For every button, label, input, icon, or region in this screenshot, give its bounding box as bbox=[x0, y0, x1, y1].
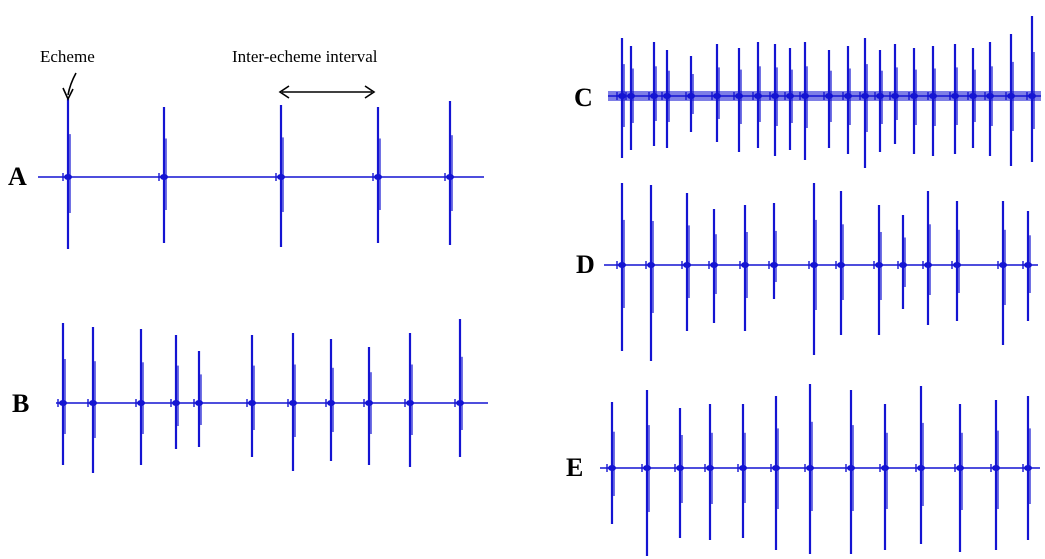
panel-e-echeme bbox=[606, 402, 616, 524]
panel-e-echeme bbox=[954, 404, 964, 552]
panel-e-echeme bbox=[704, 404, 714, 540]
panel-b-echeme bbox=[135, 329, 145, 465]
panel-d-echeme bbox=[808, 183, 818, 355]
panel-c-echeme bbox=[616, 38, 626, 158]
panel-a-echeme bbox=[62, 99, 72, 249]
panel-c-echeme bbox=[842, 46, 852, 154]
panel-a-echeme bbox=[444, 101, 454, 245]
panel-c-echeme bbox=[949, 44, 959, 154]
panel-e-echemes bbox=[606, 384, 1032, 556]
annotations: Echeme Inter-echeme interval bbox=[40, 47, 378, 101]
panel-d-echeme bbox=[997, 201, 1007, 345]
panel-e-echeme bbox=[641, 390, 651, 556]
panel-a-label: A bbox=[8, 162, 27, 191]
panel-a-echeme bbox=[372, 107, 382, 243]
panel-c-echeme bbox=[752, 42, 762, 148]
panel-a-echeme bbox=[158, 107, 168, 243]
panel-e-echeme bbox=[915, 386, 925, 544]
panel-c-echeme bbox=[984, 42, 994, 156]
panel-d-echeme bbox=[616, 183, 626, 351]
panel-c-label: C bbox=[574, 83, 593, 112]
interval-label: Inter-echeme interval bbox=[232, 47, 378, 66]
panel-e-echeme bbox=[737, 404, 747, 538]
panel-c-echemes bbox=[616, 16, 1036, 168]
panel-e: E bbox=[566, 384, 1040, 556]
panel-a-echemes bbox=[62, 99, 454, 249]
panel-b-echeme bbox=[363, 347, 373, 465]
panel-b-echeme bbox=[325, 339, 335, 461]
panel-e-echeme bbox=[879, 404, 889, 550]
panel-c-echeme bbox=[648, 42, 658, 146]
panel-c-echeme bbox=[769, 44, 779, 156]
panel-d-echeme bbox=[739, 205, 749, 331]
panel-d-label: D bbox=[576, 250, 595, 279]
panel-b-echeme bbox=[57, 323, 67, 465]
panel-e-label: E bbox=[566, 453, 583, 482]
panel-a: A bbox=[8, 99, 484, 249]
panel-c-echeme bbox=[908, 48, 918, 154]
panel-d-echeme bbox=[645, 185, 655, 361]
panel-b: B bbox=[12, 319, 488, 473]
panel-c-echeme bbox=[1005, 34, 1015, 166]
interval-double-arrow-icon bbox=[278, 85, 376, 99]
panel-c-echeme bbox=[823, 50, 833, 148]
panel-e-echeme bbox=[804, 384, 814, 554]
panel-c-echeme bbox=[889, 44, 899, 144]
panel-b-echeme bbox=[87, 327, 97, 473]
panel-d-echeme bbox=[922, 191, 932, 325]
panel-d-echeme bbox=[1022, 211, 1032, 321]
panel-c-echeme bbox=[874, 50, 884, 152]
panel-b-echeme bbox=[193, 351, 203, 447]
panel-c-echeme bbox=[661, 50, 671, 148]
panel-d-echeme bbox=[835, 191, 845, 335]
panel-d-echeme bbox=[951, 201, 961, 321]
panel-c-echeme bbox=[625, 46, 635, 150]
panel-c-echeme bbox=[784, 48, 794, 150]
panel-b-echeme bbox=[246, 335, 256, 457]
panel-c-echeme bbox=[685, 56, 695, 132]
panel-a-echeme bbox=[275, 105, 285, 247]
panel-b-echeme bbox=[170, 335, 180, 449]
panel-b-echeme bbox=[404, 333, 414, 467]
panel-e-echeme bbox=[770, 396, 780, 550]
panel-d-echeme bbox=[873, 205, 883, 335]
panel-c: C bbox=[574, 16, 1041, 168]
panel-c-echeme bbox=[711, 44, 721, 142]
panel-c-echeme bbox=[927, 46, 937, 156]
echeme-pointer-arrow-icon bbox=[62, 72, 77, 101]
panel-c-echeme bbox=[733, 48, 743, 152]
panel-d-echeme bbox=[897, 215, 907, 309]
panel-d-echemes bbox=[616, 183, 1032, 361]
panel-e-echeme bbox=[845, 390, 855, 554]
panel-c-echeme bbox=[1026, 16, 1036, 162]
panel-c-echeme bbox=[799, 42, 809, 160]
panel-c-echeme bbox=[967, 48, 977, 148]
panel-e-echeme bbox=[1022, 396, 1032, 540]
panel-b-echeme bbox=[287, 333, 297, 471]
panel-b-echemes bbox=[57, 319, 464, 473]
panel-d-echeme bbox=[768, 203, 778, 299]
panel-b-echeme bbox=[454, 319, 464, 457]
panel-d-echeme bbox=[681, 193, 691, 331]
panel-d: D bbox=[576, 183, 1038, 361]
panel-e-echeme bbox=[674, 408, 684, 538]
panel-c-echeme bbox=[859, 38, 869, 168]
panel-e-echeme bbox=[990, 400, 1000, 550]
panel-b-label: B bbox=[12, 389, 29, 418]
echeme-label: Echeme bbox=[40, 47, 95, 66]
panel-d-echeme bbox=[708, 209, 718, 323]
